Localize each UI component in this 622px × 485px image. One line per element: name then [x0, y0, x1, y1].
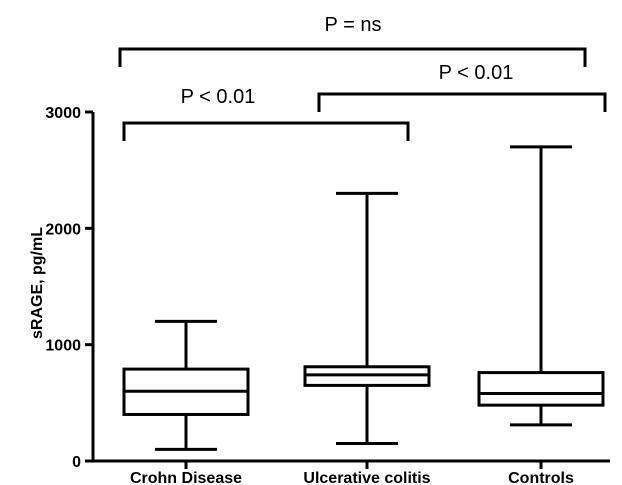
boxes	[122, 145, 605, 451]
bracket-line	[122, 121, 410, 141]
significance-annotations: P < 0.01 P < 0.01 P = ns	[118, 14, 607, 141]
significance-label: P < 0.01	[181, 86, 256, 108]
bracket-line	[118, 47, 587, 67]
bracket-line	[317, 92, 607, 112]
x-category-label: Ulcerative colitis	[303, 470, 430, 485]
x-category-label: Controls	[508, 470, 574, 485]
axes: 0 1000 2000 3000 Crohn Disease Ulcerative col…	[45, 105, 610, 485]
significance-bracket: P = ns	[118, 14, 587, 67]
y-tick-label: 2000	[45, 221, 81, 238]
significance-label: P < 0.01	[439, 62, 514, 84]
y-tick-label: 3000	[45, 105, 81, 122]
y-tick-label: 0	[72, 454, 81, 471]
y-tick-label: 1000	[45, 338, 81, 355]
box-ulcerative-colitis	[303, 191, 431, 446]
x-category-label: Crohn Disease	[130, 470, 242, 485]
significance-label: P = ns	[325, 14, 382, 36]
iqr-box	[477, 371, 605, 407]
significance-bracket: P < 0.01	[317, 62, 607, 112]
significance-bracket: P < 0.01	[122, 86, 410, 141]
y-axis-label: sRAGE, pg/mL	[29, 227, 46, 339]
box-controls	[477, 145, 605, 427]
box-crohn-disease	[122, 319, 250, 451]
